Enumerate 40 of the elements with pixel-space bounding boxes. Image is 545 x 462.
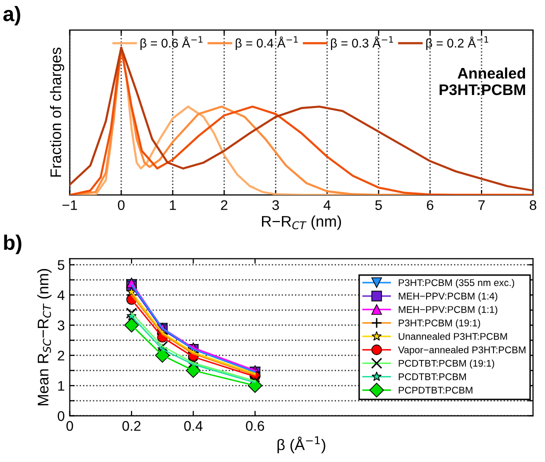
y-tick-label: 2 (58, 350, 64, 360)
x-tick-label: 0.2 (122, 421, 140, 431)
legend-label: MEH−PPV:PCBM (1:4) (398, 292, 498, 302)
y-tick-label: 3 (58, 320, 64, 330)
x-tick-label: 0.6 (246, 421, 264, 431)
legend-label: P3HT:PCBM (19:1) (398, 319, 480, 328)
x-tick-label: 4 (324, 200, 331, 210)
legend-label: β = 0.4 Å$^{−1}$ (236, 36, 298, 50)
x-tick-label: 6 (426, 200, 434, 210)
y-tick-label: 0 (58, 411, 64, 421)
y-axis-title: Fraction of charges (50, 48, 64, 177)
x-tick-label: 3 (272, 200, 279, 210)
x-tick-label: 0 (66, 421, 74, 431)
legend-label: Vapor−annealed P3HT:PCBM (398, 346, 526, 356)
legend-label: PCDTBT:PCBM (19:1) (398, 360, 494, 369)
x-tick-label: 0 (118, 200, 125, 210)
x-axis-title: R−R$_{CT}$ (nm) (262, 216, 341, 230)
x-tick-label: 5 (375, 200, 382, 210)
y-tick-label: 4 (57, 290, 64, 300)
x-tick-label: −1 (62, 200, 77, 210)
x-tick-label: 7 (478, 200, 485, 210)
legend-label: MEH−PPV:PCBM (1:1) (398, 306, 498, 315)
legend-label: β = 0.6 Å$^{−1}$ (140, 36, 202, 50)
x-axis-title: β (Å$^{−1}$) (278, 436, 326, 454)
y-axis-title: Mean R$_{SC}$−R$_{CT}$ (nm) (37, 269, 52, 406)
x-tick-label: 1 (170, 200, 176, 210)
legend-label: β = 0.2 Å$^{−1}$ (426, 36, 488, 50)
annotation: Annealed P3HT:PCBM (440, 67, 526, 96)
legend-label: PCDTBT:PCBM (398, 373, 466, 380)
legend-label: PCPDTBT:PCBM (398, 386, 472, 394)
x-tick-label: 0.4 (184, 421, 203, 431)
x-tick-label: 2 (221, 200, 228, 210)
x-tick-label: 8 (530, 200, 536, 210)
chart-title: a) (3, 6, 20, 26)
y-tick-label: 1 (58, 381, 64, 391)
y-tick-label: 5 (58, 260, 64, 270)
legend-label: P3HT:PCBM (355 nm exc.) (398, 278, 514, 288)
chart-title: b) (4, 234, 22, 254)
legend-label: Unannealed P3HT:PCBM (398, 332, 507, 340)
legend-label: β = 0.3 Å$^{−1}$ (331, 36, 393, 50)
